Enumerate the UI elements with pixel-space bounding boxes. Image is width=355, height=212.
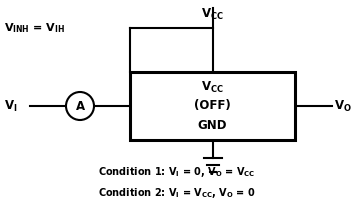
- Text: A: A: [76, 99, 84, 113]
- Text: (OFF): (OFF): [194, 99, 231, 113]
- Text: V$\mathregular{_{CC}}$: V$\mathregular{_{CC}}$: [201, 7, 224, 22]
- Text: Condition 1: V$\mathregular{_{I}}$ = 0, V$\mathregular{_{O}}$ = V$\mathregular{_: Condition 1: V$\mathregular{_{I}}$ = 0, …: [98, 165, 256, 179]
- Bar: [130, 72, 295, 140]
- Text: Condition 2: V$\mathregular{_{I}}$ = V$\mathregular{_{CC}}$, V$\mathregular{_{O}: Condition 2: V$\mathregular{_{I}}$ = V$\…: [98, 186, 256, 200]
- Text: V$\mathregular{_{I}}$: V$\mathregular{_{I}}$: [4, 98, 17, 114]
- Circle shape: [66, 92, 94, 120]
- Text: V$\mathregular{_{CC}}$: V$\mathregular{_{CC}}$: [201, 80, 224, 95]
- Text: V$\mathregular{_{O}}$: V$\mathregular{_{O}}$: [334, 98, 352, 114]
- Text: V$\mathregular{_{INH}}$ = V$\mathregular{_{IH}}$: V$\mathregular{_{INH}}$ = V$\mathregular…: [4, 21, 65, 35]
- Text: GND: GND: [198, 119, 227, 131]
